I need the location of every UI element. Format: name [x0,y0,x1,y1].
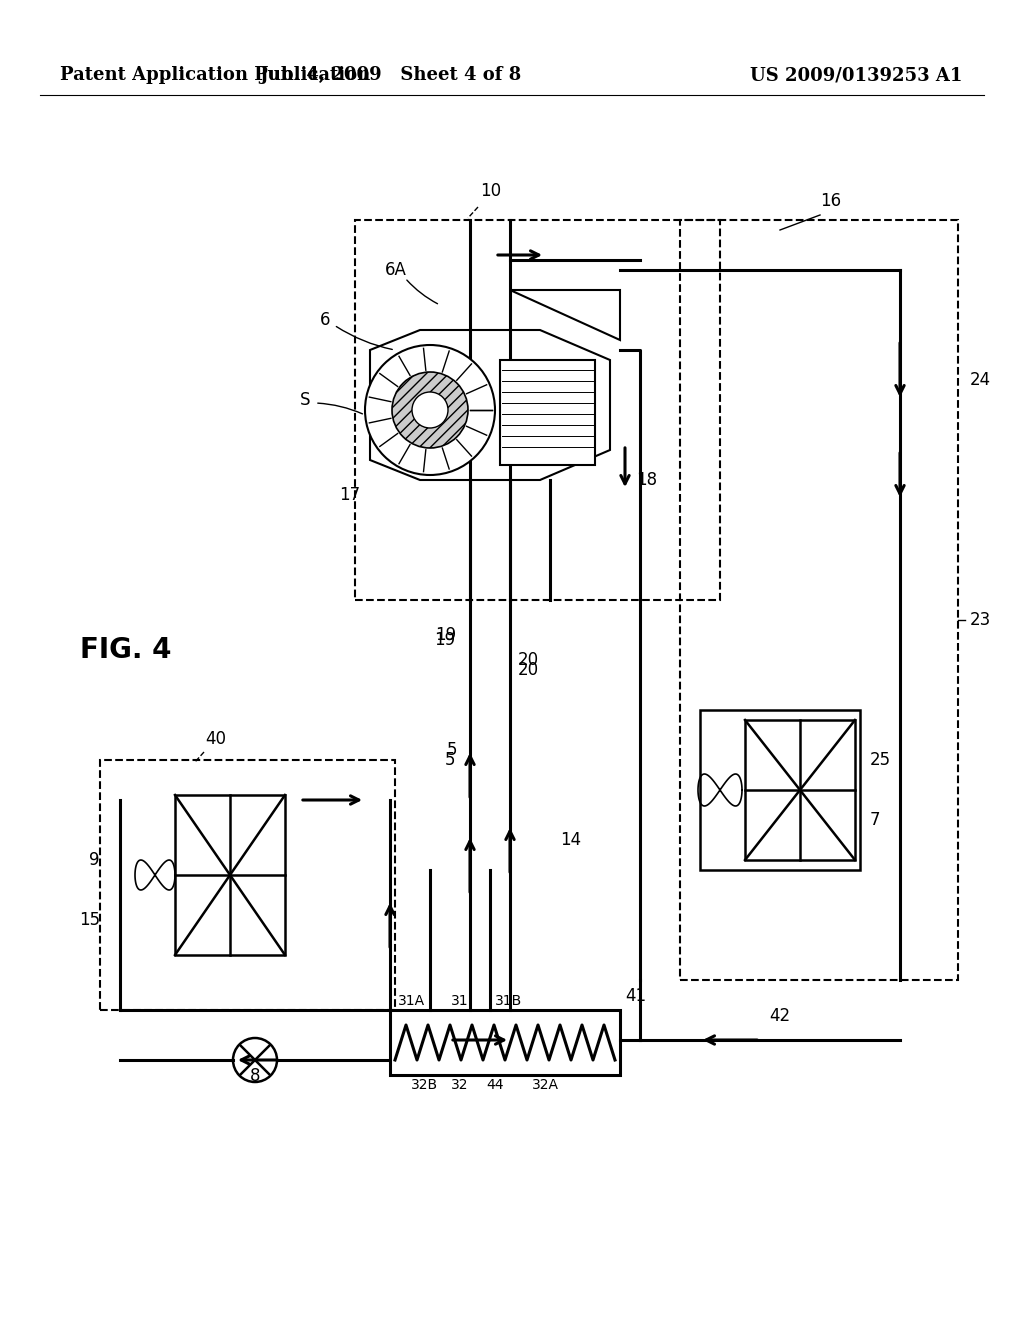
Text: US 2009/0139253 A1: US 2009/0139253 A1 [750,66,963,84]
Circle shape [412,392,449,428]
Text: 32A: 32A [531,1078,558,1092]
Text: 20: 20 [518,651,539,669]
Text: 44: 44 [486,1078,504,1092]
Text: 32: 32 [452,1078,469,1092]
Text: S: S [299,391,310,409]
Text: FIG. 4: FIG. 4 [80,636,171,664]
Text: 31A: 31A [398,994,425,1008]
Text: 17: 17 [339,486,360,504]
Text: 31: 31 [452,994,469,1008]
Bar [390,1010,620,1074]
Text: 6A: 6A [385,261,407,279]
Bar [100,760,395,1010]
Text: 19: 19 [435,626,456,644]
Bar [745,719,855,861]
Polygon shape [510,290,620,341]
Bar [355,220,720,601]
Text: 19: 19 [434,631,455,649]
Text: 25: 25 [870,751,891,770]
Text: 5: 5 [446,741,457,759]
Text: 5: 5 [444,751,455,770]
Text: 31B: 31B [495,994,522,1008]
Text: 16: 16 [820,191,841,210]
Text: 15: 15 [79,911,100,929]
Text: 41: 41 [625,987,646,1005]
Text: 7: 7 [870,810,881,829]
Text: 24: 24 [970,371,991,389]
Text: Jun. 4, 2009   Sheet 4 of 8: Jun. 4, 2009 Sheet 4 of 8 [259,66,521,84]
Text: 20: 20 [518,661,539,678]
Text: 9: 9 [89,851,100,869]
Bar [700,710,860,870]
Text: 18: 18 [636,471,657,488]
Bar [680,220,958,979]
Text: 6: 6 [319,312,330,329]
Text: Patent Application Publication: Patent Application Publication [60,66,371,84]
Text: 40: 40 [205,730,226,748]
Text: 10: 10 [480,182,501,201]
Circle shape [392,372,468,447]
Text: 14: 14 [560,832,582,849]
Bar [500,360,595,465]
Text: 8: 8 [250,1067,260,1085]
Bar [175,795,285,954]
Circle shape [365,345,495,475]
Text: 23: 23 [970,611,991,630]
Text: 42: 42 [769,1007,791,1026]
Polygon shape [370,330,610,480]
Text: 32B: 32B [412,1078,438,1092]
